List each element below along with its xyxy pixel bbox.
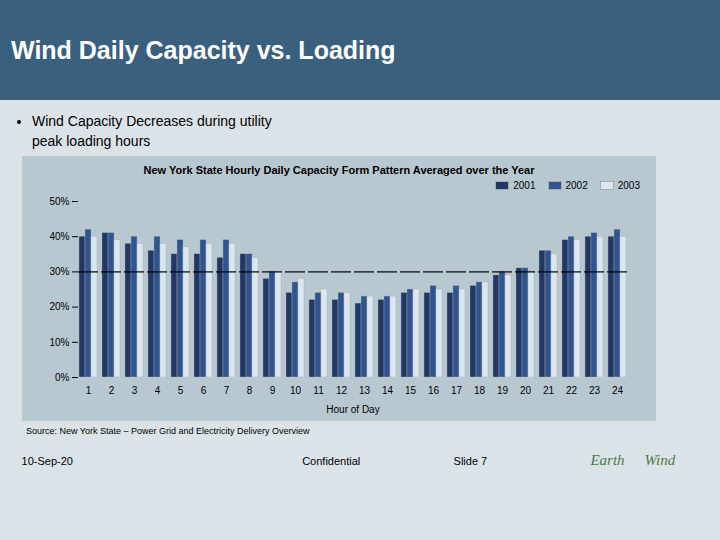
html-text:Slide 7: Slide 7 xyxy=(453,455,488,467)
svg-text:10%: 10% xyxy=(49,337,69,348)
svg-text:0%: 0% xyxy=(55,372,70,383)
svg-text:3: 3 xyxy=(132,385,138,396)
svg-text:23: 23 xyxy=(589,385,601,396)
svg-text:40%: 40% xyxy=(49,231,69,242)
html-text:Confidential: Confidential xyxy=(302,455,361,467)
svg-text:21: 21 xyxy=(543,385,555,396)
svg-text:24: 24 xyxy=(612,385,624,396)
svg-text:20%: 20% xyxy=(49,301,69,312)
html-text:Earth: Earth xyxy=(590,452,625,468)
svg-text:16: 16 xyxy=(428,385,440,396)
svg-text:2: 2 xyxy=(109,385,115,396)
svg-text:18: 18 xyxy=(474,385,486,396)
svg-text:19: 19 xyxy=(497,385,509,396)
svg-text:11: 11 xyxy=(313,385,324,396)
svg-text:50%: 50% xyxy=(49,196,69,207)
svg-text:4: 4 xyxy=(155,385,161,396)
html-text:New York State Hourly Daily Ca: New York State Hourly Daily Capacity For… xyxy=(143,164,535,176)
html-text:2002: 2002 xyxy=(565,180,588,191)
svg-text:Hour of Day: Hour of Day xyxy=(326,404,379,415)
svg-text:17: 17 xyxy=(451,385,463,396)
html-text:2003: 2003 xyxy=(617,180,640,191)
html-text:Wind: Wind xyxy=(644,452,676,468)
svg-text:15: 15 xyxy=(405,385,417,396)
svg-text:6: 6 xyxy=(201,385,207,396)
svg-text:10: 10 xyxy=(290,385,302,396)
svg-text:30%: 30% xyxy=(49,266,69,277)
svg-text:5: 5 xyxy=(178,385,184,396)
svg-text:14: 14 xyxy=(382,385,394,396)
svg-text:7: 7 xyxy=(224,385,230,396)
svg-text:12: 12 xyxy=(336,385,348,396)
svg-text:9: 9 xyxy=(270,385,276,396)
html-text:Wind Daily Capacity vs. Loadin: Wind Daily Capacity vs. Loading xyxy=(11,35,396,64)
svg-text:8: 8 xyxy=(247,385,253,396)
html-text:Wind Capacity Decreases during: Wind Capacity Decreases during utility p… xyxy=(32,113,272,149)
html-text:10-Sep-20: 10-Sep-20 xyxy=(21,455,73,467)
html-text:Source: New York State – Power: Source: New York State – Power Grid and … xyxy=(26,426,310,436)
svg-text:22: 22 xyxy=(566,385,578,396)
svg-text:13: 13 xyxy=(359,385,371,396)
html-text:2001: 2001 xyxy=(513,180,536,191)
svg-text:20: 20 xyxy=(520,385,532,396)
svg-text:1: 1 xyxy=(86,385,92,396)
